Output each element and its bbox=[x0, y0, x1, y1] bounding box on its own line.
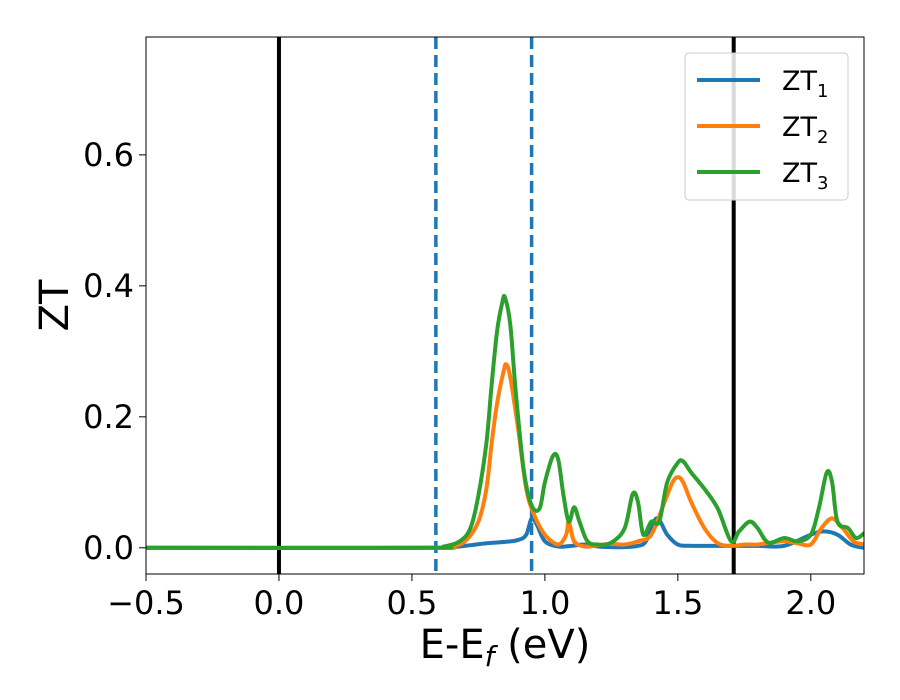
y-tick-label: 0.2 bbox=[83, 398, 134, 436]
x-tick-label: 0.5 bbox=[386, 584, 437, 622]
legend-box bbox=[684, 52, 849, 201]
series-line-zt2 bbox=[146, 362, 864, 550]
y-axis-ticks: 0.0 0.2 0.4 0.6 bbox=[83, 136, 146, 567]
plot-area-frame bbox=[145, 36, 865, 575]
legend-label-zt2: ZT2 bbox=[782, 112, 828, 148]
legend: ZT1 ZT2 ZT3 bbox=[684, 52, 849, 201]
x-tick-label: 1.0 bbox=[519, 584, 570, 622]
x-tick-label: −0.5 bbox=[107, 584, 185, 622]
y-axis-title: ZT bbox=[32, 279, 78, 331]
series-line-zt1 bbox=[146, 515, 864, 550]
legend-label-zt3: ZT3 bbox=[782, 158, 828, 194]
series-lines bbox=[146, 293, 864, 550]
x-axis-title: E-Ef (eV) bbox=[420, 622, 591, 673]
x-axis-title-main: E-E bbox=[420, 622, 485, 668]
x-axis-ticks: −0.5 0.0 0.5 1.0 1.5 2.0 bbox=[107, 574, 836, 622]
y-tick-label: 0.4 bbox=[83, 267, 134, 305]
x-tick-label: 0.0 bbox=[254, 584, 305, 622]
x-tick-label: 2.0 bbox=[785, 584, 836, 622]
series-line-zt3 bbox=[146, 293, 864, 550]
x-axis-title-unit: (eV) bbox=[494, 622, 590, 668]
y-tick-label: 0.0 bbox=[83, 529, 134, 567]
y-tick-label: 0.6 bbox=[83, 136, 134, 174]
legend-label-zt1: ZT1 bbox=[782, 66, 828, 102]
x-tick-label: 1.5 bbox=[652, 584, 703, 622]
